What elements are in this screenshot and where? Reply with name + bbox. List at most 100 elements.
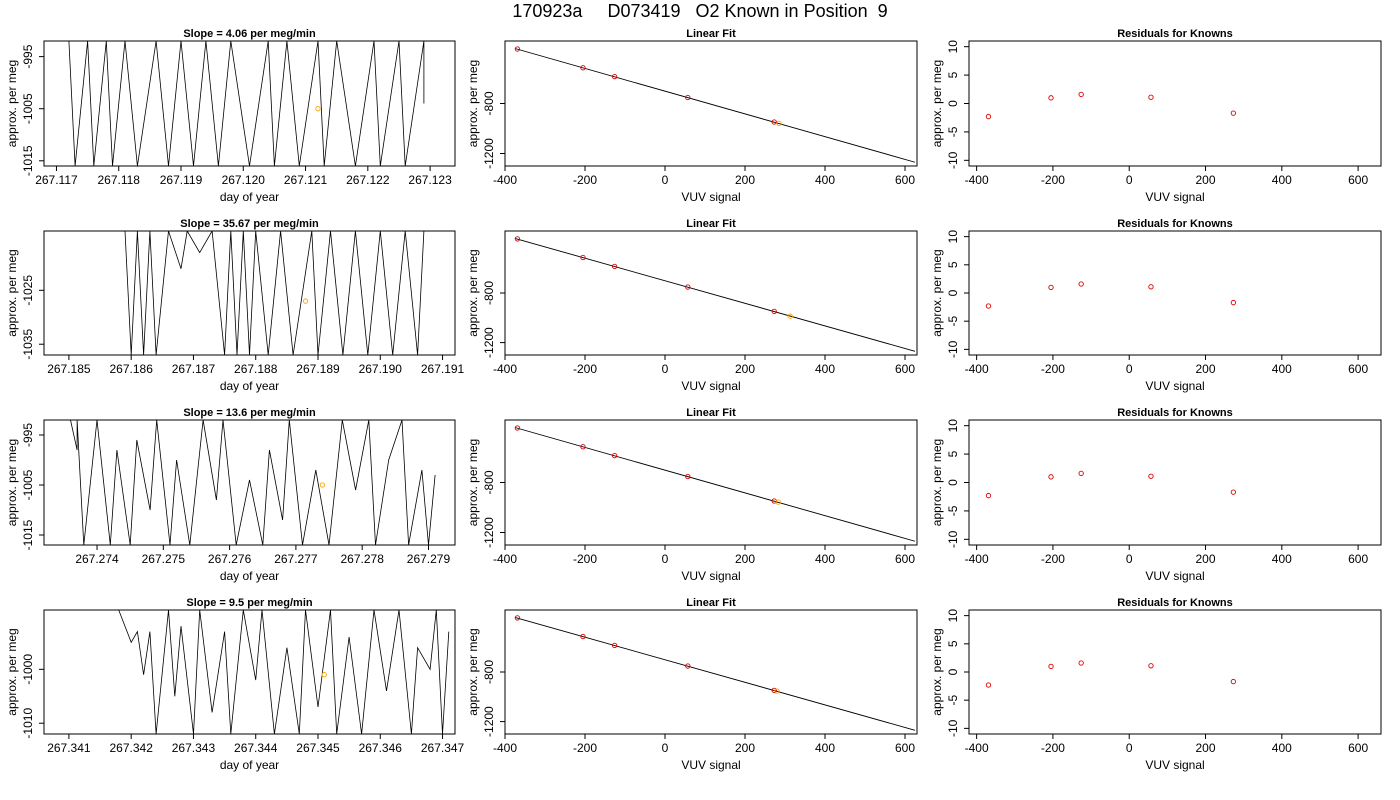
x-tick-label: -400 <box>493 741 517 755</box>
y-tick-label: 10 <box>946 419 960 433</box>
x-tick-label: 0 <box>662 552 669 566</box>
x-tick-label: 600 <box>895 173 915 187</box>
y-tick-label: -800 <box>482 660 496 684</box>
chart-title: Residuals for Knowns <box>1117 28 1233 40</box>
x-tick-label: 267.119 <box>160 173 203 187</box>
data-point <box>514 425 521 431</box>
y-tick-label: -10 <box>946 719 960 737</box>
chart-title: Slope = 4.06 per meg/min <box>183 28 316 40</box>
data-point <box>580 633 586 640</box>
x-tick-label: -200 <box>1041 552 1065 566</box>
y-axis-label: approx. per meg <box>5 249 19 336</box>
x-axis-label: VUV signal <box>1145 758 1204 772</box>
y-tick-label: 5 <box>946 450 960 457</box>
plot-frame <box>504 419 918 546</box>
x-axis-label: VUV signal <box>1145 379 1204 393</box>
x-tick-label: -400 <box>965 362 989 376</box>
x-tick-label: 600 <box>1348 362 1368 376</box>
series-line <box>124 231 425 355</box>
data-point <box>611 642 618 648</box>
x-axis-label: VUV signal <box>681 190 740 204</box>
y-tick-label: -1035 <box>21 329 35 360</box>
sample-marker <box>302 298 309 304</box>
plot-area <box>514 236 916 352</box>
data-point <box>611 73 618 80</box>
chart-title: Linear Fit <box>686 218 736 230</box>
x-tick-label: -400 <box>965 173 989 187</box>
data-point <box>611 452 618 459</box>
data-point <box>771 687 777 694</box>
y-axis-label: approx. per meg <box>5 628 19 715</box>
plot-area <box>514 425 916 542</box>
x-tick-label: 0 <box>1126 552 1133 566</box>
plot-frame <box>968 419 1382 546</box>
x-tick-label: 267.185 <box>47 362 91 376</box>
x-tick-label: 267.187 <box>172 362 216 376</box>
x-tick-label: 267.346 <box>359 741 403 755</box>
y-tick-label: -995 <box>21 423 35 447</box>
x-tick-label: -200 <box>1041 362 1065 376</box>
y-tick-label: 10 <box>946 230 960 244</box>
data-point <box>1078 660 1084 666</box>
x-tick-label: 267.189 <box>296 362 340 376</box>
x-tick-label: 400 <box>1272 741 1292 755</box>
data-point <box>771 119 777 125</box>
x-tick-label: 267.277 <box>274 552 318 566</box>
y-tick-label: -800 <box>482 470 496 494</box>
panel-residuals-1: Residuals for Knowns -400 -200 0 200 400 600 10… <box>930 28 1382 204</box>
x-tick-label: -200 <box>1041 741 1065 755</box>
y-axis-label: approx. per meg <box>466 628 480 715</box>
x-tick-label: 267.347 <box>421 741 465 755</box>
x-tick-label: 267.118 <box>97 173 140 187</box>
x-tick-label: 267.276 <box>208 552 252 566</box>
y-tick-label: 5 <box>946 261 960 268</box>
x-axis-label: day of year <box>220 569 279 583</box>
x-tick-label: 267.188 <box>234 362 278 376</box>
panel-time-series-3: Slope = 13.6 per meg/min 267.274 267.275 26… <box>5 407 456 583</box>
y-tick-label: -800 <box>482 281 496 305</box>
data-point <box>580 444 586 450</box>
chart-title: Residuals for Knowns <box>1117 407 1233 419</box>
y-tick-label: -1010 <box>21 708 35 739</box>
y-tick-label: -10 <box>946 340 960 358</box>
x-tick-label: 600 <box>895 741 915 755</box>
panel-residuals-2: Residuals for Knowns -400 -200 0 200 400 600 10… <box>930 218 1382 393</box>
data-point <box>985 113 992 120</box>
x-tick-label: -400 <box>493 362 517 376</box>
x-tick-label: 0 <box>662 741 669 755</box>
plot-area <box>985 470 1237 499</box>
x-tick-label: 267.186 <box>109 362 153 376</box>
y-axis-label: approx. per meg <box>930 439 944 526</box>
x-tick-label: 200 <box>1196 173 1216 187</box>
x-axis-label: VUV signal <box>681 569 740 583</box>
y-axis-label: approx. per meg <box>930 249 944 336</box>
plot-frame <box>43 40 456 167</box>
x-tick-label: 200 <box>1196 362 1216 376</box>
x-tick-label: 600 <box>1348 741 1368 755</box>
plot-area <box>70 420 436 545</box>
y-tick-label: -10 <box>946 151 960 169</box>
x-tick-label: 200 <box>1196 741 1216 755</box>
y-tick-label: 0 <box>946 100 960 107</box>
y-tick-label: 10 <box>946 609 960 623</box>
y-tick-label: -1200 <box>482 327 496 358</box>
x-tick-label: 200 <box>735 362 755 376</box>
y-tick-label: 5 <box>946 71 960 78</box>
panel-time-series-1: Slope = 4.06 per meg/min 267.117 267.118 26… <box>5 28 456 204</box>
data-point <box>1078 281 1084 287</box>
y-tick-label: -1005 <box>21 469 35 500</box>
panel-linear-fit-4: Linear Fit -400 -200 0 200 400 600 -800 -1200 VUV… <box>466 597 918 772</box>
plot-frame <box>43 609 456 735</box>
data-point <box>1078 470 1084 477</box>
panel-linear-fit-3: Linear Fit -400 -200 0 200 400 600 -800 -1200 VUV… <box>466 407 918 583</box>
data-point <box>580 65 586 71</box>
x-tick-label: 400 <box>815 362 835 376</box>
x-tick-label: -400 <box>493 173 517 187</box>
x-tick-label: 400 <box>1272 362 1292 376</box>
y-tick-label: 0 <box>946 479 960 486</box>
x-tick-label: -200 <box>573 741 597 755</box>
x-tick-label: 200 <box>1196 552 1216 566</box>
data-point <box>985 492 992 499</box>
x-tick-label: 400 <box>815 173 835 187</box>
x-tick-label: 400 <box>1272 552 1292 566</box>
